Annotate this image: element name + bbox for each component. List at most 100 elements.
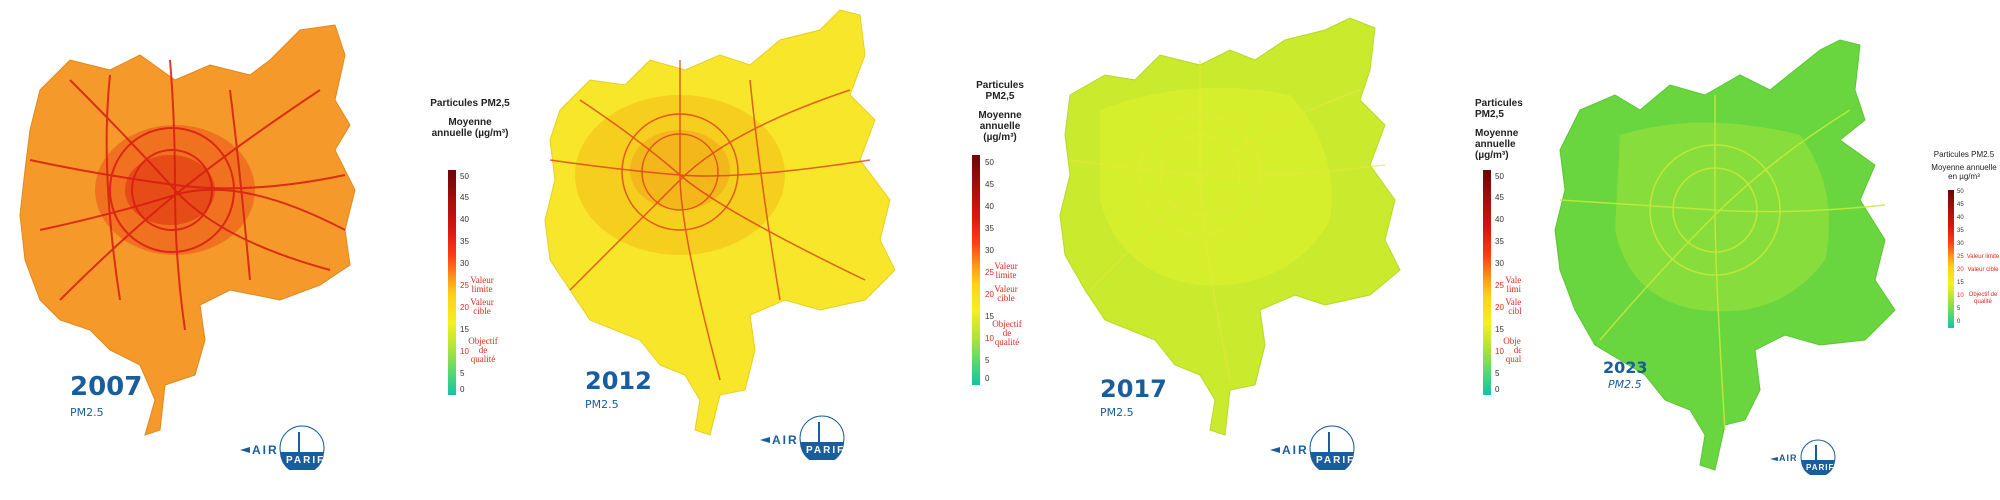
annotation-objectif-qualite: Objectif de qualité (992, 319, 1022, 347)
tick-15: 15 (1495, 325, 1504, 334)
logo-text-air: AIR (252, 443, 279, 457)
logo-text-parif: PARIF (286, 455, 326, 466)
legend-2017: Particules PM2,5 Moyenne annuelle (µg/m³… (1475, 98, 1525, 161)
subtitle-pm25-2012: PM2.5 (585, 398, 619, 411)
airparif-logo-2012: AIR PARIF (760, 410, 850, 464)
color-scale-bar-2007 (448, 170, 456, 395)
legend-title-particules: Particules PM2,5 (1475, 98, 1523, 120)
tick-35: 35 (985, 224, 994, 233)
tick-15: 15 (1957, 280, 1964, 286)
year-label-2012: 2012 (585, 367, 652, 395)
annotation-objectif-qualite: Objectif de qualité (1503, 336, 1521, 364)
annotation-valeur-cible: Valeur cible (994, 284, 1018, 303)
tick-25: 25 (985, 268, 994, 277)
tick-10: 10 (985, 334, 994, 343)
logo-text-parif: PARIF (1806, 463, 1835, 472)
tick-30: 30 (985, 246, 994, 255)
legend-title-moyenne: Moyenne annuelle (µg/m³) (1475, 128, 1519, 161)
annotation-valeur-cible: Valeur cible (1505, 297, 1521, 316)
legend-title-particules: Particules PM2,5 (976, 80, 1024, 102)
tick-40: 40 (1957, 215, 1964, 221)
tick-45: 45 (1495, 193, 1504, 202)
pm25-map-2023 (1554, 39, 1896, 471)
tick-10: 10 (1957, 293, 1964, 299)
annotation-valeur-cible: Valeur cible (1967, 267, 1999, 273)
airparif-logo-icon (1770, 439, 1836, 477)
legend-2012: Particules PM2,5 Moyenne annuelle (µg/m³… (965, 80, 1035, 143)
annotation-valeur-cible: Valeur cible (470, 297, 494, 316)
annotation-valeur-limite: Valeur limite (994, 261, 1018, 280)
tick-20: 20 (1495, 303, 1504, 312)
tick-25: 25 (460, 281, 469, 290)
annotation-objectif-qualite: Objectif de qualité (468, 336, 498, 364)
tick-40: 40 (1495, 215, 1504, 224)
airparif-logo-icon (240, 425, 325, 474)
tick-10: 10 (460, 347, 469, 356)
tick-30: 30 (460, 259, 469, 268)
tick-50: 50 (1957, 189, 1964, 195)
annotation-valeur-limite: Valeur limite (470, 275, 494, 294)
pm25-map-2017 (1059, 17, 1401, 436)
tick-35: 35 (1495, 237, 1504, 246)
logo-text-air: AIR (1282, 443, 1309, 457)
airparif-logo-2023: AIR PARIF (1770, 435, 1840, 477)
legend-title-moyenne: Moyenne annuelle (µg/m³) (978, 110, 1022, 143)
tick-20: 20 (460, 303, 469, 312)
pm25-map-2007 (19, 24, 356, 436)
subtitle-pm25-2017: PM2.5 (1100, 406, 1134, 419)
tick-20: 20 (985, 290, 994, 299)
tick-25: 25 (1495, 281, 1504, 290)
legend-2007: Particules PM2,5 Moyenne annuelle (µg/m³… (430, 98, 510, 139)
tick-5: 5 (1957, 306, 1961, 312)
annotations-clipped-2017: Valeur limite Valeur cible Objectif de q… (1503, 270, 1521, 380)
tick-0: 0 (985, 374, 990, 383)
airparif-logo-2017: AIR PARIF (1270, 420, 1360, 474)
tick-50: 50 (985, 158, 994, 167)
color-scale-bar-2017 (1483, 170, 1491, 395)
tick-5: 5 (985, 356, 990, 365)
tick-5: 5 (460, 369, 465, 378)
year-label-2007: 2007 (70, 372, 143, 402)
pm25-map-2012 (544, 9, 896, 436)
tick-30: 30 (1495, 259, 1504, 268)
airparif-logo-icon (1270, 425, 1355, 474)
tick-50: 50 (460, 172, 469, 181)
subtitle-pm25-2007: PM2.5 (70, 406, 104, 419)
legend-title-particules: Particules PM2,5 (430, 98, 510, 109)
logo-text-parif: PARIF (806, 445, 846, 456)
tick-0: 0 (1495, 385, 1500, 394)
tick-15: 15 (985, 312, 994, 321)
tick-5: 5 (1495, 369, 1500, 378)
legend-2023: Particules PM2.5 Moyenne annuelle en µg/… (1930, 150, 1998, 181)
tick-35: 35 (1957, 228, 1964, 234)
logo-text-air: AIR (772, 433, 799, 447)
tick-0: 0 (460, 385, 465, 394)
airparif-logo-2007: AIR PARIF (240, 420, 330, 474)
map-panel-2012: 2012 PM2.5 AIR PARIF Particules PM2,5 Mo… (520, 0, 1024, 500)
tick-0: 0 (1957, 319, 1961, 325)
tick-30: 30 (1957, 241, 1964, 247)
annotation-valeur-limite: Valeur limite (1505, 275, 1521, 294)
map-panel-2007: 2007 PM2.5 AIR PARIF Particules PM2,5 Mo… (0, 0, 510, 500)
map-panel-2017: 2017 PM2.5 AIR PARIF Particules PM2,5 Mo… (1040, 0, 1530, 500)
color-scale-bar-2023 (1948, 190, 1954, 328)
legend-title-moyenne: Moyenne annuelle (µg/m³) (431, 117, 509, 139)
legend-title-particules: Particules PM2.5 (1933, 150, 1995, 159)
tick-25: 25 (1957, 254, 1964, 260)
year-label-2023: 2023 (1603, 358, 1648, 377)
tick-35: 35 (460, 237, 469, 246)
logo-text-air: AIR (1779, 453, 1798, 463)
annotation-valeur-limite: Valeur limite (1966, 254, 2000, 260)
legend-title-moyenne: Moyenne annuelle en µg/m³ (1931, 163, 1997, 181)
tick-40: 40 (985, 202, 994, 211)
map-panel-2023: 2023 PM2.5 AIR PARIF Particules PM2.5 Mo… (1540, 0, 2000, 500)
subtitle-pm25-2023: PM2.5 (1608, 378, 1642, 391)
tick-10: 10 (1495, 347, 1504, 356)
color-scale-bar-2012 (972, 155, 980, 385)
tick-20: 20 (1957, 267, 1964, 273)
annotation-objectif-qualite: Objectif de qualité (1968, 292, 1998, 305)
tick-45: 45 (460, 193, 469, 202)
tick-15: 15 (460, 325, 469, 334)
tick-45: 45 (985, 180, 994, 189)
tick-45: 45 (1957, 202, 1964, 208)
